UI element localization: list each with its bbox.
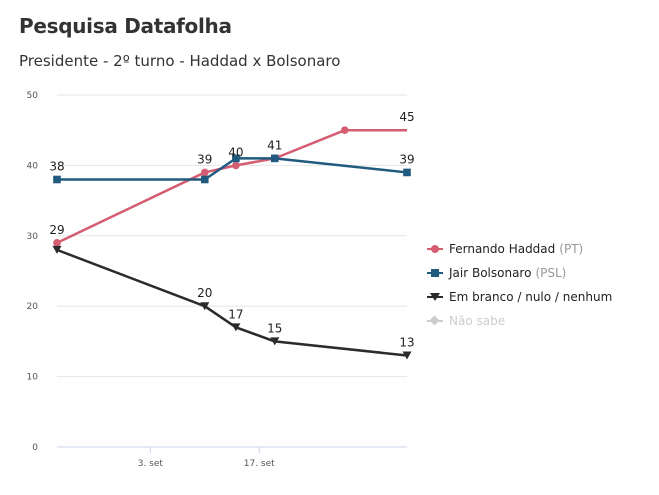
y-tick-label: 10 — [27, 373, 39, 383]
data-point — [200, 168, 209, 177]
series-line — [56, 128, 407, 244]
data-point — [200, 302, 210, 311]
data-point — [232, 161, 240, 170]
x-tick-label: 17. set — [244, 459, 275, 469]
data-label: 40 — [228, 145, 243, 159]
legend-item-haddad[interactable]: Fernando Haddad (PT) — [427, 237, 612, 261]
legend-item-bolsonaro[interactable]: Jair Bolsonaro (PSL) — [427, 261, 612, 285]
data-point — [200, 175, 209, 184]
grid-lines — [57, 94, 407, 378]
chart-title: Pesquisa Datafolha — [19, 14, 232, 38]
data-label: 45 — [399, 110, 414, 124]
series-line — [56, 248, 408, 357]
data-point — [340, 126, 349, 134]
data-point — [232, 154, 240, 163]
data-point — [270, 337, 280, 346]
y-tick-label: 0 — [32, 443, 38, 453]
legend-item-branco[interactable]: Em branco / nulo / nenhum — [427, 285, 612, 309]
data-label: 20 — [197, 286, 212, 300]
data-point — [53, 239, 61, 247]
y-tick-label: 20 — [27, 302, 39, 312]
data-label: 29 — [49, 223, 64, 237]
legend-item-nao-sabe[interactable]: Não sabe — [427, 309, 612, 333]
data-label: 15 — [267, 321, 282, 335]
data-point — [231, 323, 241, 332]
legend-name: Fernando Haddad — [449, 242, 556, 256]
y-tick-label: 30 — [27, 232, 39, 242]
series-lines — [52, 126, 412, 360]
legend-name: Não sabe — [449, 314, 506, 328]
legend: Fernando Haddad (PT) Jair Bolsonaro (PSL… — [427, 237, 612, 333]
legend-marker — [427, 244, 443, 254]
legend-name: Jair Bolsonaro — [449, 266, 532, 280]
chart-subtitle: Presidente - 2º turno - Haddad x Bolsona… — [19, 52, 341, 70]
legend-party: (PT) — [559, 242, 584, 256]
data-point — [53, 175, 61, 184]
data-label: 41 — [267, 138, 282, 152]
data-label: 17 — [228, 307, 243, 321]
legend-marker — [427, 292, 443, 302]
data-label: 39 — [197, 152, 212, 166]
x-tick-label: 3. set — [138, 459, 164, 469]
data-point — [52, 245, 62, 254]
data-label: 38 — [49, 159, 64, 173]
legend-marker — [427, 315, 443, 326]
data-label: 39 — [399, 152, 414, 166]
axes: 0 10 20 30 40 50 3. set 17. set — [27, 91, 407, 469]
data-point — [402, 351, 412, 360]
data-label: 13 — [399, 335, 414, 349]
series-line — [57, 157, 408, 181]
data-labels: 38 29 39 40 41 45 39 20 17 15 13 — [49, 110, 414, 349]
legend-party: (PSL) — [535, 266, 567, 280]
data-point — [270, 154, 279, 163]
legend-marker — [427, 268, 443, 278]
data-point — [403, 168, 411, 177]
y-tick-label: 40 — [27, 161, 39, 171]
y-tick-label: 50 — [27, 91, 39, 101]
legend-name: Em branco / nulo / nenhum — [449, 290, 613, 304]
